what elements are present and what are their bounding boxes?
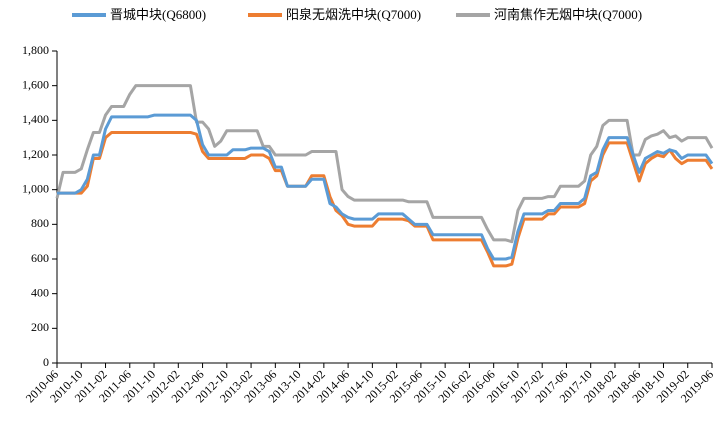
legend: 晋城中块(Q6800) 阳泉无烟洗中块(Q7000) 河南焦作无烟中块(Q7000) [72,7,642,22]
legend-label: 晋城中块(Q6800) [110,7,206,22]
y-tick-label: 600 [31,251,49,265]
y-tick-label: 1,000 [22,181,49,195]
y-tick-label: 0 [43,355,49,369]
y-tick-label: 1,600 [22,77,49,91]
series-line [57,113,714,261]
y-tick-label: 1,200 [22,147,49,161]
y-tick-label: 400 [31,285,49,299]
y-tick-label: 200 [31,320,49,334]
series-line [55,84,714,244]
legend-label: 阳泉无烟洗中块(Q7000) [286,7,421,22]
y-tick-label: 1,800 [22,43,49,57]
legend-label: 河南焦作无烟中块(Q7000) [494,7,642,22]
y-tick-label: 800 [31,216,49,230]
y-tick-label: 1,400 [22,112,49,126]
